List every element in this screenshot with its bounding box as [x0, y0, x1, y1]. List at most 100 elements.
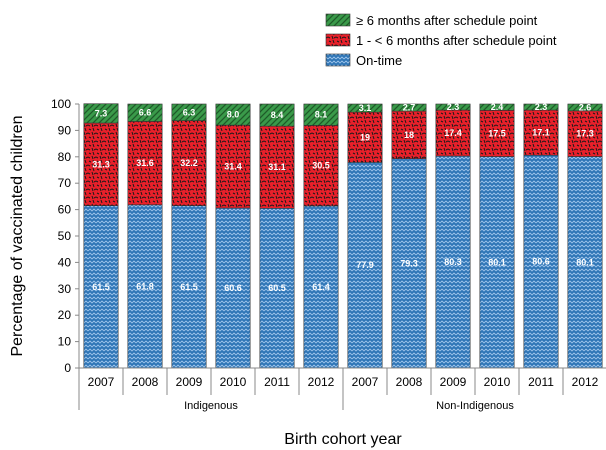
x-tick-label: 2009 [176, 375, 203, 389]
legend-swatch [325, 53, 351, 67]
data-label: 18 [404, 130, 414, 140]
data-label: 61.8 [136, 281, 154, 291]
bar-stack: 61.4 30.5 8.1 [303, 103, 339, 369]
data-label: 60.6 [224, 283, 242, 293]
data-label: 2.3 [447, 102, 460, 112]
bar-segment [171, 103, 207, 121]
y-tick-label: 70 [58, 176, 72, 190]
legend-item: 1 - < 6 months after schedule point [325, 33, 557, 48]
y-tick-label: 90 [58, 123, 72, 137]
bar-stack: 80.6 17.1 2.3 [523, 102, 559, 369]
legend: ≥ 6 months after schedule point 1 - < 6 m… [325, 13, 557, 68]
bar-segment [215, 103, 251, 126]
bar-stack: 61.8 31.6 6.6 [127, 103, 163, 369]
data-label: 8.1 [315, 110, 328, 120]
bar-segment [259, 103, 295, 127]
data-label: 6.6 [139, 108, 152, 118]
data-label: 17.4 [444, 128, 462, 138]
data-label: 61.5 [180, 282, 198, 292]
data-label: 61.4 [312, 282, 330, 292]
bar-segment [127, 121, 163, 206]
bar-segment [347, 162, 383, 369]
bar-stack: 60.6 31.4 8.0 [215, 103, 251, 369]
data-label: 77.9 [356, 260, 374, 270]
data-label: 31.3 [92, 159, 110, 169]
bar-stack: 79.3 18 2.7 [391, 103, 427, 369]
y-axis-title: Percentage of vaccinated children [9, 115, 26, 356]
bar-segment [215, 207, 251, 369]
bar-stack: 61.5 32.2 6.3 [171, 103, 207, 369]
data-label: 31.4 [224, 162, 242, 172]
x-tick-label: 2012 [572, 375, 599, 389]
data-label: 80.1 [488, 257, 506, 267]
data-label: 2.3 [535, 102, 548, 112]
data-label: 80.1 [576, 257, 594, 267]
legend-item: ≥ 6 months after schedule point [325, 13, 538, 28]
y-tick-label: 30 [58, 282, 72, 296]
legend-label: ≥ 6 months after schedule point [356, 13, 538, 28]
data-label: 17.1 [532, 128, 550, 138]
x-tick-label: 2007 [352, 375, 379, 389]
data-label: 32.2 [180, 158, 198, 168]
x-tick-label: 2010 [220, 375, 247, 389]
bar-segment [435, 103, 471, 111]
bar-stack: 80.3 17.4 2.3 [435, 102, 471, 369]
bar-segment [435, 155, 471, 369]
data-label: 8.0 [227, 110, 240, 120]
y-tick-label: 60 [58, 203, 72, 217]
bar-segment [391, 158, 427, 369]
x-axis: 2007 2008 2009 2010 2011 2012 2007 2008 2009 2010… [78, 367, 606, 412]
bar-segment [171, 120, 207, 206]
data-label: 2.7 [403, 103, 416, 113]
bar-segment [171, 205, 207, 369]
y-tick-label: 20 [58, 308, 72, 322]
legend-item: On-time [325, 53, 402, 68]
bar-segment [479, 110, 515, 157]
data-label: 80.3 [444, 257, 462, 267]
x-tick-label: 2008 [132, 375, 159, 389]
data-label: 2.4 [491, 102, 504, 112]
x-tick-label: 2011 [528, 375, 554, 389]
bar-stack: 60.5 31.1 8.4 [259, 103, 295, 369]
bar-stack: 61.5 31.3 7.3 [83, 103, 119, 369]
data-label: 19 [360, 132, 370, 142]
bar-segment [127, 204, 163, 369]
bar-segment [303, 125, 339, 207]
bar-segment [567, 103, 603, 112]
group-label: Indigenous [184, 400, 238, 412]
legend-label: On-time [356, 53, 402, 68]
data-label: 79.3 [400, 258, 418, 268]
x-tick-label: 2012 [308, 375, 335, 389]
bar-stack: 80.1 17.3 2.6 [567, 102, 603, 369]
bar-segment [391, 103, 427, 112]
bar-segment [215, 124, 251, 209]
bar-segment [523, 103, 559, 111]
data-label: 60.5 [268, 283, 286, 293]
bar-segment [259, 125, 295, 209]
bar-segment [347, 103, 383, 113]
data-label: 3.1 [359, 103, 372, 113]
bar-segment [303, 103, 339, 126]
bar-segment [347, 111, 383, 163]
bar-segment [523, 154, 559, 369]
data-label: 2.6 [579, 102, 592, 112]
y-tick-label: 10 [58, 335, 72, 349]
data-label: 17.5 [488, 128, 506, 138]
x-tick-label: 2010 [484, 375, 511, 389]
data-label: 8.4 [271, 110, 284, 120]
data-label: 7.3 [95, 108, 108, 118]
bar-segment [127, 103, 163, 122]
bar-stack: 77.9 19 3.1 [347, 103, 383, 369]
x-axis-title: Birth cohort year [284, 431, 402, 448]
data-label: 17.3 [576, 129, 594, 139]
x-tick-label: 2007 [88, 375, 115, 389]
y-tick-label: 50 [58, 229, 72, 243]
legend-swatch [325, 33, 351, 47]
data-label: 61.5 [92, 282, 110, 292]
bar-stack: 80.1 17.5 2.4 [479, 102, 515, 369]
bar-segment [83, 103, 119, 124]
x-tick-label: 2009 [440, 375, 467, 389]
y-tick-label: 100 [51, 97, 71, 111]
data-label: 31.6 [136, 158, 154, 168]
